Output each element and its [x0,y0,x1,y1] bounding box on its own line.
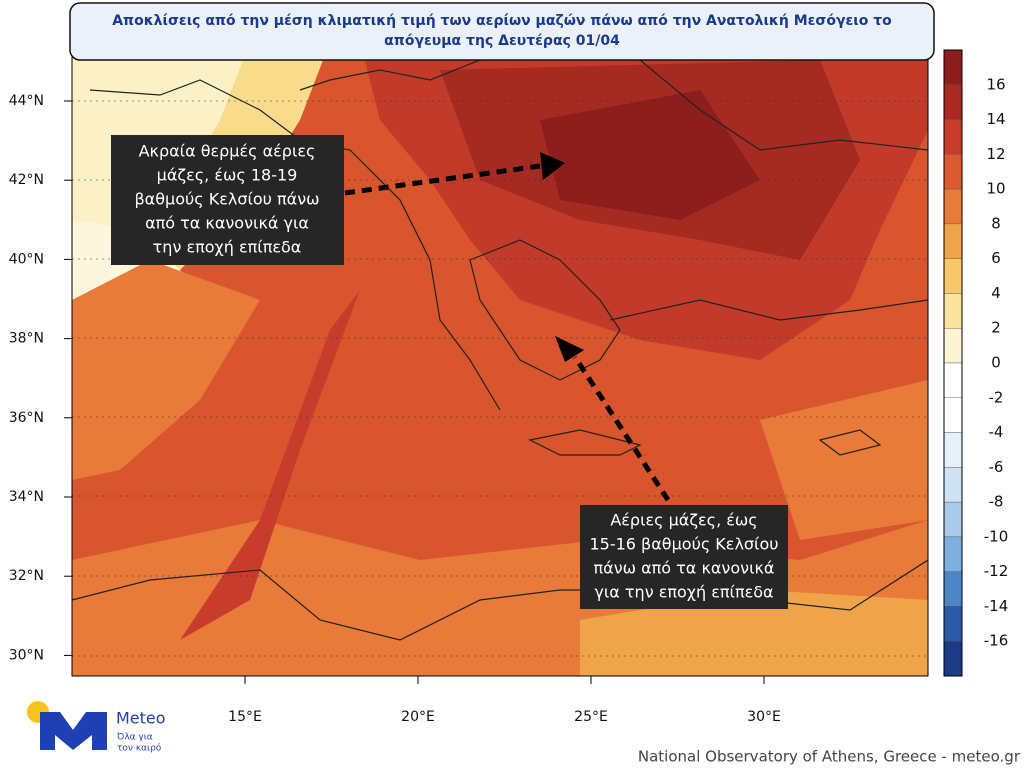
lat-label: 34°N [9,489,44,505]
colorbar-label: 8 [991,214,1001,232]
colorbar-label: -12 [984,562,1009,580]
colorbar-label: -16 [984,632,1009,650]
annotation: βαθμούς Κελσίου πάνω [134,190,319,209]
colorbar-bin [943,223,963,259]
colorbar-bin [943,571,963,607]
colorbar-label: 6 [991,249,1001,267]
annotation: για την εποχή επίπεδα [594,583,773,602]
colorbar-bin [943,258,963,294]
colorbar-bin [943,49,963,85]
lon-label: 30°E [747,709,781,725]
colorbar-label: 0 [991,354,1001,372]
lat-label: 30°N [9,647,44,663]
annotation: 15-16 βαθμούς Κελσίου [589,535,778,554]
colorbar-label: 12 [986,145,1005,163]
colorbar-bin [943,362,963,398]
title: Αποκλίσεις από την μέση κλιματική τιμή τ… [112,13,892,29]
lat-label: 38°N [9,331,44,347]
colorbar-label: 2 [991,319,1001,337]
colorbar-frame [943,49,963,677]
colorbar-bin [943,606,963,642]
logo-tagline: τον καιρό [117,743,162,754]
colorbar-bin [943,328,963,364]
logo-tagline: Όλα για [116,732,153,743]
title: απόγευμα της Δευτέρας 01/04 [384,33,620,49]
colorbar-label: 16 [986,75,1005,93]
logo-name: Meteo [116,709,166,728]
colorbar-bin [943,84,963,120]
footer: National Observatory of Athens, Greece -… [638,748,1021,766]
colorbar-bin [943,188,963,225]
lon-label: 25°E [574,709,608,725]
annotation: Αέριες μάζες, έως [610,511,757,530]
title-box [69,2,935,61]
colorbar-bin [943,501,963,538]
lat-label: 42°N [9,172,44,188]
annotation: πάνω από τα κανονικά [594,559,775,578]
colorbar-label: 14 [986,110,1005,128]
annotation: Ακραία θερμές αέριες [139,142,316,161]
lat-label: 36°N [9,410,44,426]
colorbar-label: -6 [989,458,1004,476]
lon-label: 15°E [228,709,262,725]
annotation: από τα κανονικά για [145,214,309,233]
colorbar-bin [943,467,963,503]
colorbar-label: -10 [984,527,1009,545]
lon-label: 20°E [401,709,435,725]
colorbar-bin [943,641,963,677]
colorbar-bin [943,432,963,468]
annotation-box [580,505,788,609]
colorbar-label: -14 [984,597,1009,615]
lat-label: 32°N [9,568,44,584]
colorbar-bin [943,119,963,155]
annotation-box [111,135,344,265]
colorbar-label: -8 [989,493,1004,511]
annotation: την εποχή επίπεδα [153,238,302,257]
colorbar-bin [943,397,963,433]
colorbar-bin [943,293,963,329]
lat-label: 44°N [9,93,44,109]
lat-label: 40°N [9,251,44,267]
colorbar-label: -4 [989,423,1004,441]
colorbar-bin [943,154,963,190]
colorbar-label: 4 [991,284,1001,302]
colorbar-label: 10 [986,180,1005,198]
colorbar-label: -2 [989,388,1004,406]
annotation: μάζες, έως 18-19 [157,166,298,185]
colorbar-bin [943,536,963,572]
